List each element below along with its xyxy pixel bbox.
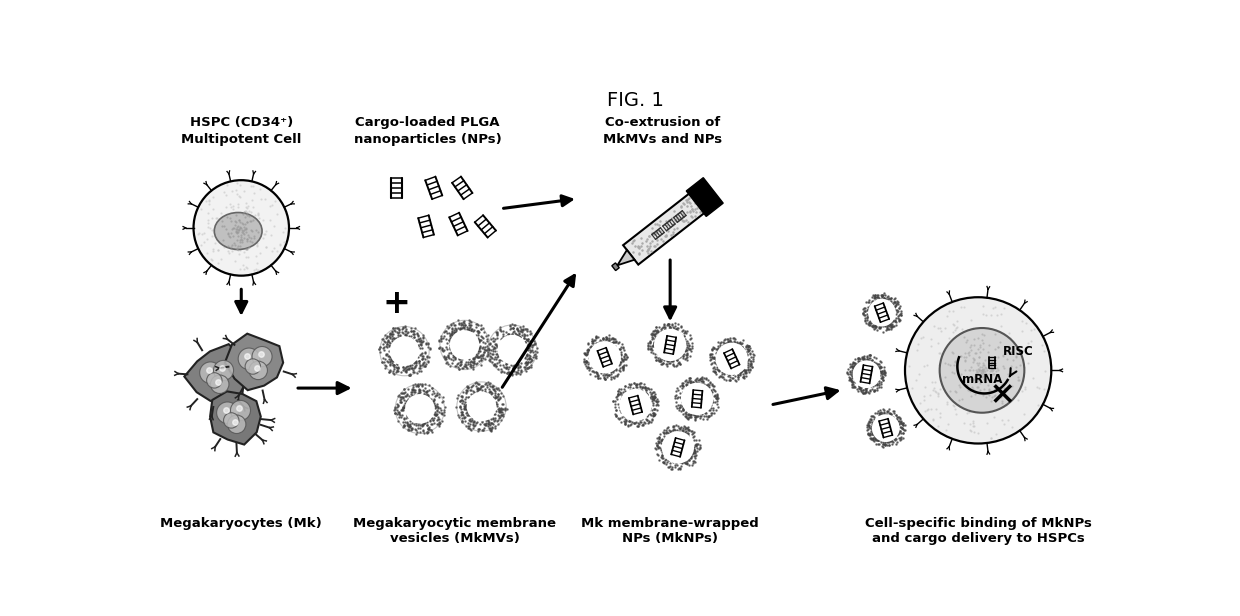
Circle shape xyxy=(200,362,221,383)
Circle shape xyxy=(249,361,268,379)
Text: Cell-specific binding of MkNPs
and cargo delivery to HSPCs: Cell-specific binding of MkNPs and cargo… xyxy=(864,517,1091,545)
Circle shape xyxy=(207,373,222,388)
Text: Megakaryocytes (Mk): Megakaryocytes (Mk) xyxy=(160,517,322,530)
Polygon shape xyxy=(624,184,717,265)
Circle shape xyxy=(715,342,748,375)
Text: Cargo-loaded PLGA
nanoparticles (NPs): Cargo-loaded PLGA nanoparticles (NPs) xyxy=(353,116,501,146)
Circle shape xyxy=(466,392,496,421)
Text: Mk membrane-wrapped
NPs (MkNPs): Mk membrane-wrapped NPs (MkNPs) xyxy=(582,517,759,545)
Ellipse shape xyxy=(215,213,262,249)
Circle shape xyxy=(905,298,1052,444)
Circle shape xyxy=(940,328,1024,413)
Circle shape xyxy=(653,329,686,361)
Circle shape xyxy=(389,336,419,366)
Polygon shape xyxy=(611,263,619,270)
Circle shape xyxy=(662,431,694,464)
Polygon shape xyxy=(185,344,244,406)
Circle shape xyxy=(211,375,229,394)
Circle shape xyxy=(227,415,246,434)
Circle shape xyxy=(868,299,895,326)
Circle shape xyxy=(619,389,652,421)
Circle shape xyxy=(497,335,527,364)
Circle shape xyxy=(872,414,899,442)
Circle shape xyxy=(853,360,880,388)
Text: HSPC (CD34⁺)
Multipotent Cell: HSPC (CD34⁺) Multipotent Cell xyxy=(181,116,301,146)
Circle shape xyxy=(246,359,260,374)
Text: Megakaryocytic membrane
vesicles (MkMVs): Megakaryocytic membrane vesicles (MkMVs) xyxy=(353,517,556,545)
Text: +: + xyxy=(383,287,410,320)
Polygon shape xyxy=(618,250,635,265)
Text: RISC: RISC xyxy=(1003,344,1034,358)
Text: FIG. 1: FIG. 1 xyxy=(608,91,663,110)
Circle shape xyxy=(217,402,238,424)
Circle shape xyxy=(238,348,259,370)
Circle shape xyxy=(193,180,289,275)
Circle shape xyxy=(252,346,272,367)
Text: mRNA: mRNA xyxy=(962,373,1002,386)
Polygon shape xyxy=(224,334,283,390)
Circle shape xyxy=(223,413,239,428)
Circle shape xyxy=(231,400,250,421)
Polygon shape xyxy=(686,177,723,216)
Polygon shape xyxy=(210,391,260,445)
Circle shape xyxy=(589,341,621,373)
Text: Co-extrusion of
MkMVs and NPs: Co-extrusion of MkMVs and NPs xyxy=(603,116,722,146)
Circle shape xyxy=(450,330,480,360)
Circle shape xyxy=(405,394,435,424)
Circle shape xyxy=(681,383,713,415)
Circle shape xyxy=(213,360,233,380)
